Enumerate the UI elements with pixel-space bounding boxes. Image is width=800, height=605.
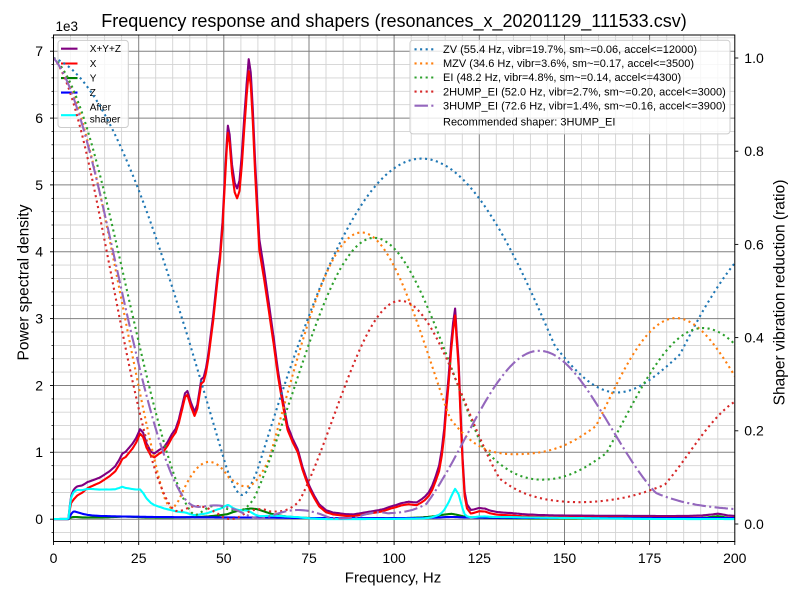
svg-text:125: 125 <box>468 550 492 566</box>
svg-text:Z: Z <box>90 88 96 99</box>
svg-text:Recommended shaper: 3HUMP_EI: Recommended shaper: 3HUMP_EI <box>443 117 615 129</box>
svg-text:7: 7 <box>35 43 43 59</box>
svg-text:150: 150 <box>553 550 577 566</box>
svg-text:0.8: 0.8 <box>744 143 764 159</box>
svg-text:5: 5 <box>35 177 43 193</box>
svg-text:1.0: 1.0 <box>744 50 764 66</box>
svg-text:ZV (55.4 Hz, vibr=19.7%, sm~=0: ZV (55.4 Hz, vibr=19.7%, sm~=0.06, accel… <box>443 44 697 56</box>
svg-text:shaper: shaper <box>90 114 121 125</box>
svg-text:2: 2 <box>35 377 43 393</box>
svg-text:25: 25 <box>131 550 147 566</box>
svg-text:0.6: 0.6 <box>744 236 764 252</box>
svg-text:200: 200 <box>723 550 747 566</box>
svg-text:50: 50 <box>216 550 232 566</box>
svg-text:0.2: 0.2 <box>744 423 764 439</box>
svg-text:3HUMP_EI (72.6 Hz, vibr=1.4%,: 3HUMP_EI (72.6 Hz, vibr=1.4%, sm~=0.16, … <box>443 100 726 112</box>
svg-text:100: 100 <box>382 550 406 566</box>
svg-text:0: 0 <box>50 550 58 566</box>
svg-text:MZV (34.6 Hz, vibr=3.6%, sm~=0: MZV (34.6 Hz, vibr=3.6%, sm~=0.17, accel… <box>443 58 694 70</box>
svg-text:3: 3 <box>35 311 43 327</box>
svg-text:1e3: 1e3 <box>56 19 79 34</box>
svg-text:Y: Y <box>90 74 97 85</box>
svg-text:175: 175 <box>638 550 662 566</box>
svg-text:4: 4 <box>35 244 43 260</box>
svg-text:After: After <box>90 103 112 114</box>
svg-text:EI (48.2 Hz, vibr=4.8%, sm~=0.: EI (48.2 Hz, vibr=4.8%, sm~=0.14, accel<… <box>443 72 681 84</box>
svg-text:Frequency response and shapers: Frequency response and shapers (resonanc… <box>101 11 686 32</box>
svg-text:Shaper vibration reduction (ra: Shaper vibration reduction (ratio) <box>772 180 789 406</box>
svg-text:6: 6 <box>35 110 43 126</box>
svg-text:0.0: 0.0 <box>744 516 764 532</box>
svg-text:X: X <box>90 59 97 70</box>
svg-text:1: 1 <box>35 444 43 460</box>
svg-text:75: 75 <box>301 550 317 566</box>
svg-text:Power spectral density: Power spectral density <box>16 204 33 360</box>
svg-text:2HUMP_EI (52.0 Hz, vibr=2.7%,: 2HUMP_EI (52.0 Hz, vibr=2.7%, sm~=0.20, … <box>443 86 726 98</box>
svg-text:0: 0 <box>35 511 43 527</box>
svg-text:X+Y+Z: X+Y+Z <box>90 44 121 55</box>
svg-text:Frequency, Hz: Frequency, Hz <box>345 570 441 587</box>
svg-text:0.4: 0.4 <box>744 330 764 346</box>
